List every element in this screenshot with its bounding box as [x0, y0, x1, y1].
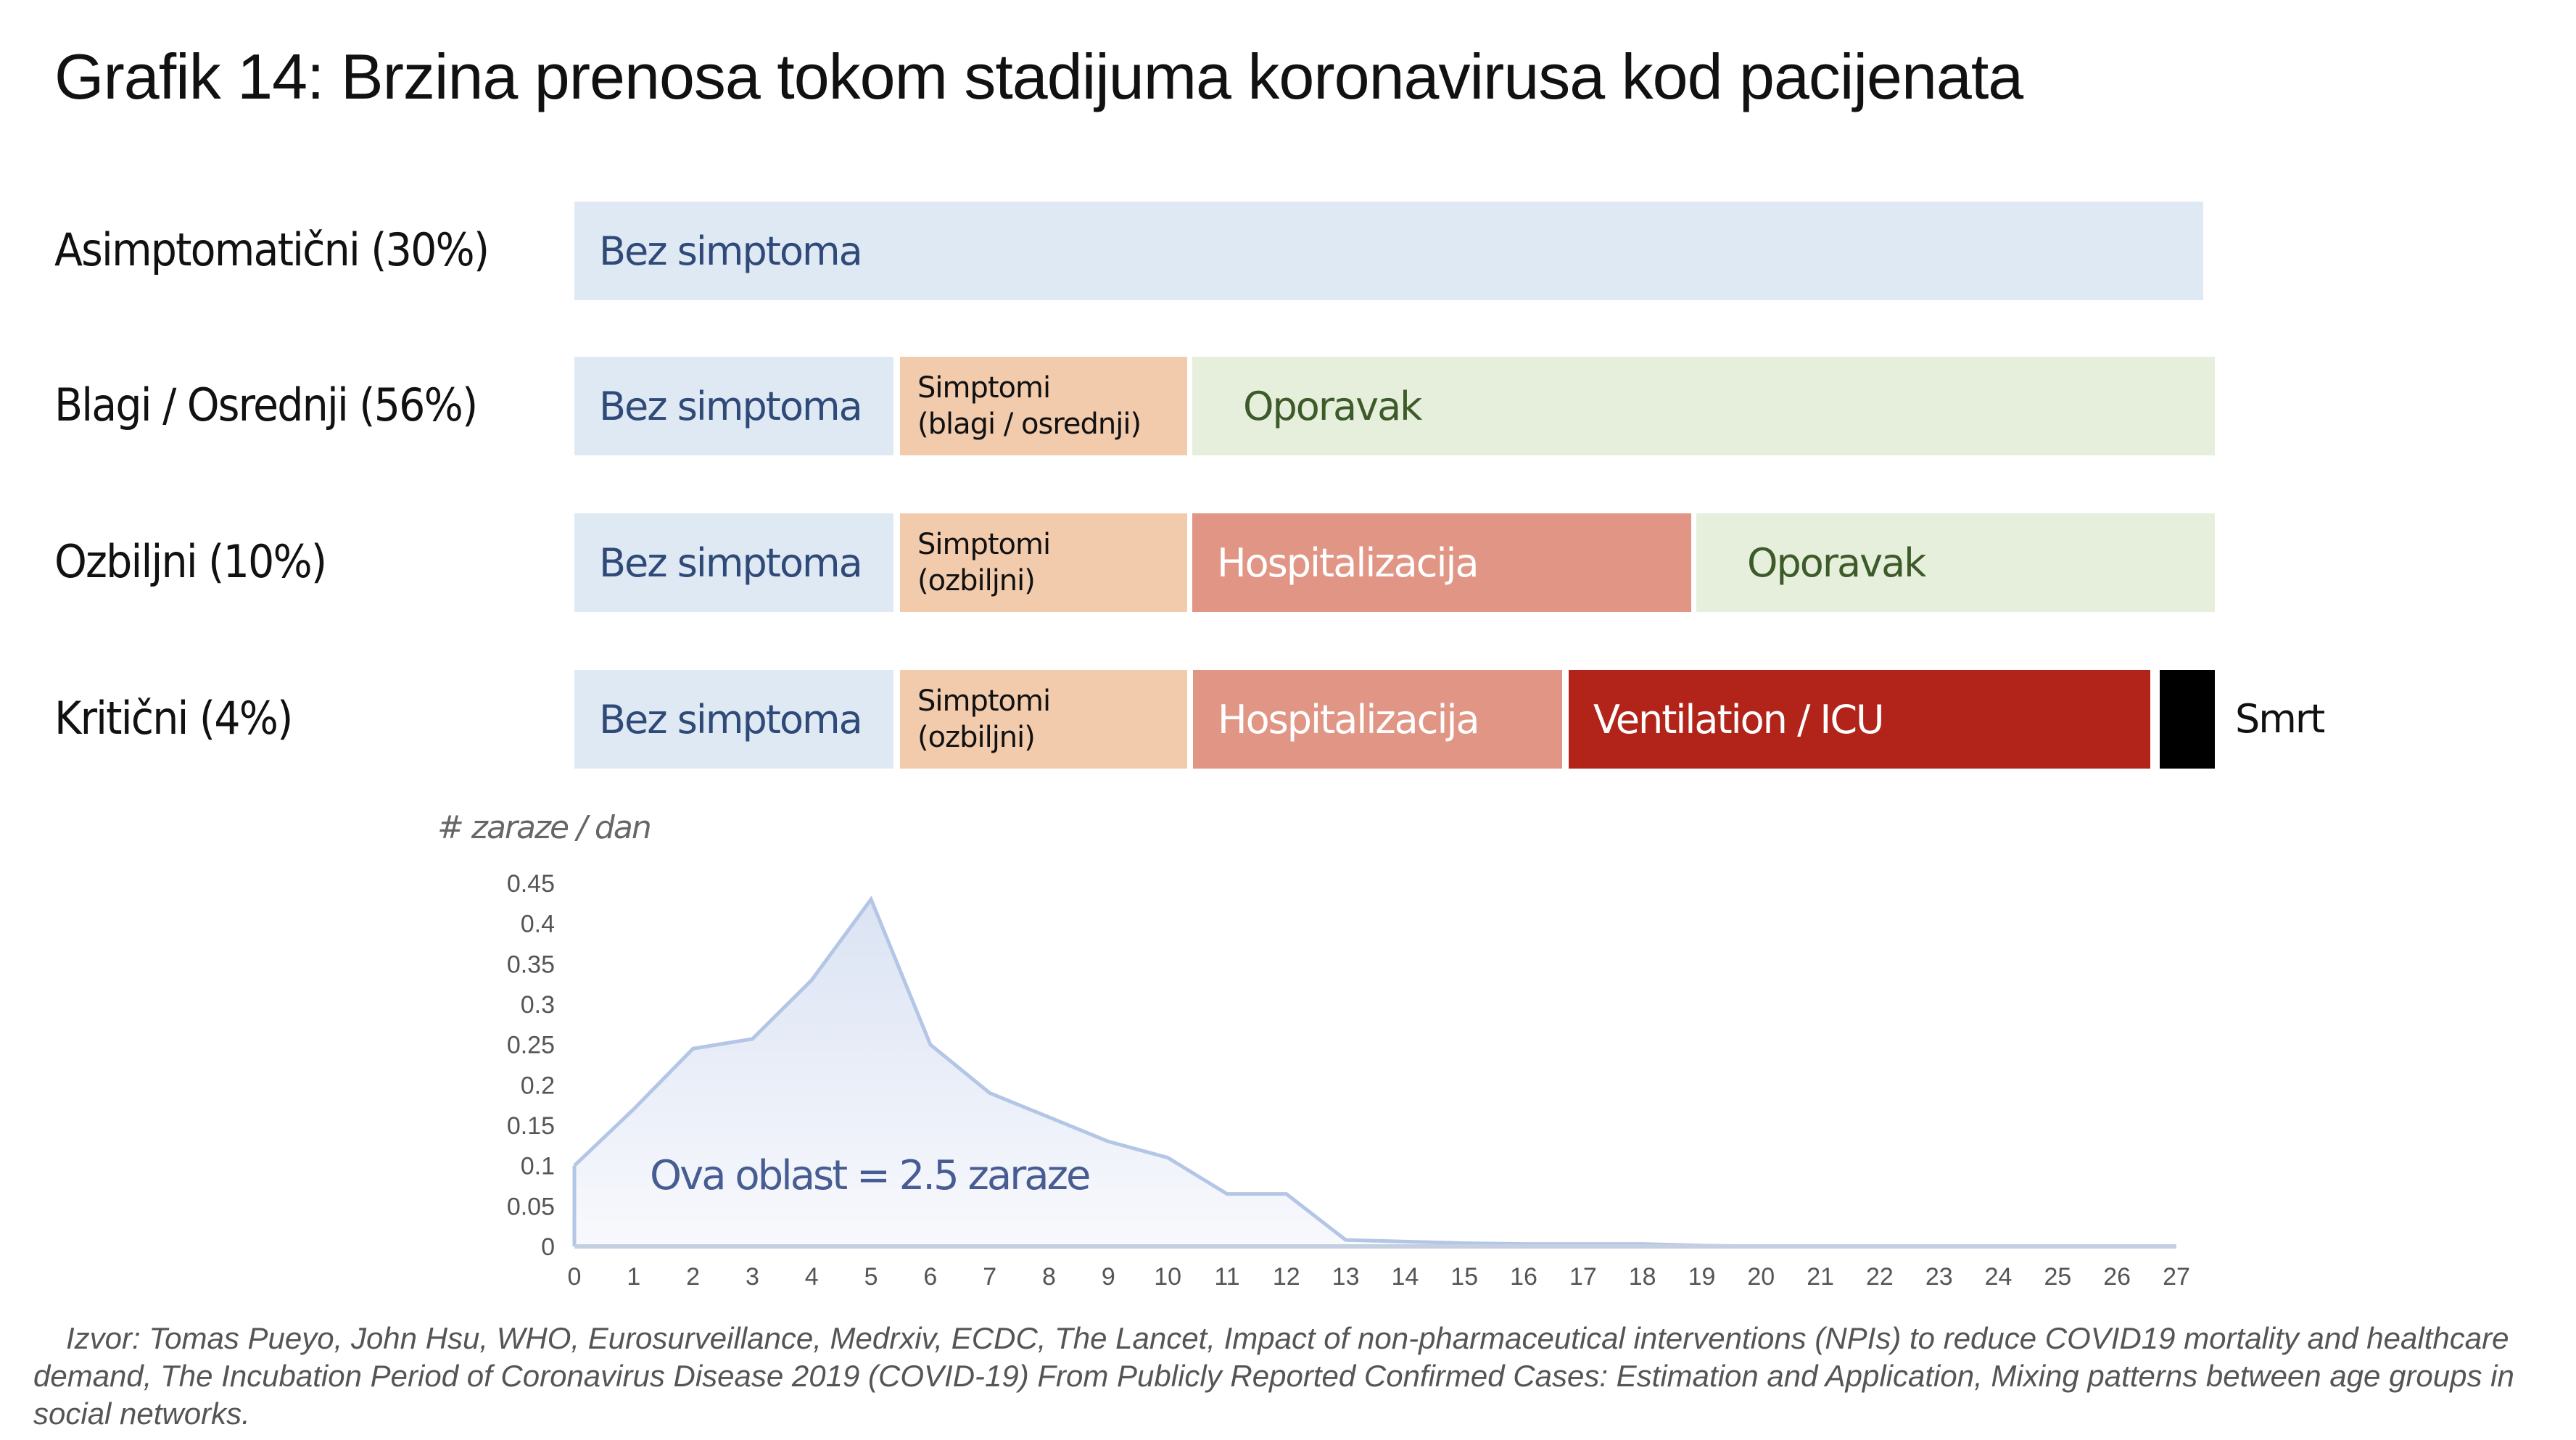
stage-death [2160, 670, 2215, 769]
x-tick-label: 13 [1332, 1263, 1360, 1291]
y-tick-label: 0.05 [507, 1193, 555, 1220]
stage-label: Hospitalizacija [1218, 696, 1480, 742]
x-tick-label: 23 [1925, 1263, 1953, 1291]
area-fill [574, 899, 2176, 1246]
row-label: Blagi / Osrednji (56%) [54, 378, 478, 431]
stage-label: Oporavak [1747, 539, 1926, 586]
x-tick-label: 1 [627, 1263, 640, 1291]
y-tick-label: 0.4 [521, 911, 555, 938]
stage-hospital: Hospitalizacija [1192, 513, 1691, 612]
row-label: Asimptomatični (30%) [54, 223, 490, 276]
stage-label: Simptomi (ozbiljni) [917, 684, 1051, 754]
row-label: Kritični (4%) [54, 692, 293, 745]
y-axis-label: # zaraze / dan [437, 809, 651, 846]
stage-label: Bez simptoma [599, 383, 863, 429]
x-tick-label: 21 [1807, 1263, 1834, 1291]
x-tick-label: 2 [686, 1263, 700, 1291]
y-tick-label: 0.3 [521, 991, 555, 1019]
death-label: Smrt [2235, 696, 2325, 742]
x-tick-label: 22 [1866, 1263, 1894, 1291]
x-tick-label: 4 [805, 1263, 819, 1291]
x-tick-label: 9 [1102, 1263, 1115, 1291]
stage-symptoms: Simptomi (ozbiljni) [900, 670, 1187, 769]
x-tick-label: 26 [2103, 1263, 2131, 1291]
stage-symptoms: Simptomi (blagi / osrednji) [900, 357, 1187, 455]
y-tick-label: 0.35 [507, 951, 555, 978]
area-annotation: Ova oblast = 2.5 zaraze [650, 1152, 1089, 1199]
y-tick-label: 0 [541, 1233, 555, 1261]
x-tick-label: 14 [1391, 1263, 1419, 1291]
stage-label: Oporavak [1243, 383, 1422, 429]
stage-label: Bez simptoma [599, 696, 863, 742]
x-tick-label: 8 [1042, 1263, 1056, 1291]
x-tick-label: 25 [2044, 1263, 2071, 1291]
stage-label: Hospitalizacija [1217, 539, 1479, 586]
y-tick-label: 0.1 [521, 1153, 555, 1180]
stage-recovery: Oporavak [1696, 513, 2215, 612]
source-note: Izvor: Tomas Pueyo, John Hsu, WHO, Euros… [33, 1321, 2514, 1431]
stage-hospital: Hospitalizacija [1193, 670, 1562, 769]
stage-icu: Ventilation / ICU [1569, 670, 2150, 769]
x-tick-label: 0 [568, 1263, 582, 1291]
x-tick-label: 16 [1510, 1263, 1537, 1291]
stage-label: Simptomi (blagi / osrednji) [917, 371, 1142, 441]
x-tick-label: 5 [864, 1263, 878, 1291]
x-tick-label: 19 [1688, 1263, 1716, 1291]
y-tick-label: 0.15 [507, 1112, 555, 1140]
x-tick-label: 3 [746, 1263, 759, 1291]
x-tick-label: 17 [1569, 1263, 1597, 1291]
stage-no-symptoms: Bez simptoma [574, 202, 2203, 300]
stage-label: Bez simptoma [599, 539, 863, 586]
stage-no-symptoms: Bez simptoma [574, 670, 893, 769]
stage-no-symptoms: Bez simptoma [574, 357, 893, 455]
y-tick-label: 0.25 [507, 1032, 555, 1059]
stage-no-symptoms: Bez simptoma [574, 513, 893, 612]
stage-symptoms: Simptomi (ozbiljni) [900, 513, 1187, 612]
x-tick-label: 6 [923, 1263, 937, 1291]
x-tick-label: 24 [1985, 1263, 2012, 1291]
stage-label: Bez simptoma [599, 228, 863, 274]
chart-title: Grafik 14: Brzina prenosa tokom stadijum… [54, 41, 2023, 112]
x-tick-label: 27 [2163, 1263, 2190, 1291]
x-tick-label: 10 [1154, 1263, 1181, 1291]
x-tick-label: 7 [983, 1263, 996, 1291]
row-label: Ozbiljni (10%) [54, 535, 327, 588]
x-tick-label: 15 [1450, 1263, 1478, 1291]
stage-label: Ventilation / ICU [1593, 696, 1885, 742]
stage-recovery: Oporavak [1192, 357, 2215, 455]
stage-label: Simptomi (ozbiljni) [917, 528, 1051, 597]
x-tick-label: 12 [1273, 1263, 1300, 1291]
x-tick-label: 20 [1747, 1263, 1775, 1291]
x-tick-label: 18 [1629, 1263, 1656, 1291]
x-tick-label: 11 [1214, 1263, 1239, 1291]
y-tick-label: 0.45 [507, 870, 555, 898]
y-tick-label: 0.2 [521, 1072, 555, 1099]
